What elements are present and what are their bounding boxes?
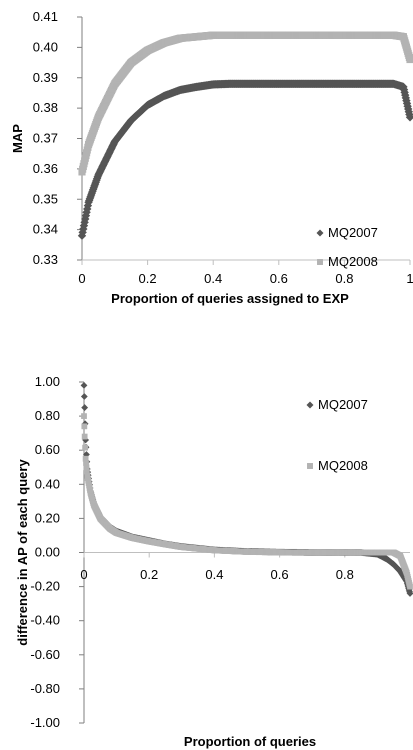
y-tick-label: -0.80: [30, 681, 60, 696]
legend-marker-MQ2008: [307, 463, 313, 469]
x-tick-label: 0.8: [336, 567, 354, 582]
chart-1: [77, 16, 413, 265]
data-point: [406, 590, 413, 597]
y-tick-label: 0.38: [33, 100, 58, 115]
x-tick-label: 0.6: [270, 271, 288, 286]
x-tick-label: 0.8: [335, 271, 353, 286]
data-point: [406, 55, 413, 64]
y-tick-label: 1.00: [35, 374, 60, 389]
x-tick-label: 0.2: [139, 271, 157, 286]
y-axis-title: difference in AP of each query: [15, 459, 30, 646]
series-MQ2007: [77, 79, 413, 240]
data-point: [83, 468, 90, 475]
data-point: [83, 460, 89, 466]
data-point: [80, 393, 88, 400]
series-MQ2008: [78, 31, 413, 176]
legend-marker-MQ2008: [317, 259, 323, 265]
x-tick-label: 0.4: [205, 567, 223, 582]
data-point: [81, 433, 88, 440]
x-axis-title: Proportion of queries: [184, 734, 316, 749]
legend-label: MQ2008: [318, 458, 368, 473]
y-tick-label: -0.60: [30, 647, 60, 662]
data-point: [82, 444, 89, 451]
y-tick-label: 0.39: [33, 70, 58, 85]
data-point: [81, 413, 87, 419]
y-tick-label: 0.80: [35, 408, 60, 423]
series-MQ2008: [81, 413, 413, 590]
data-point: [83, 464, 90, 471]
y-axis-title: MAP: [10, 124, 25, 153]
y-tick-label: 0.40: [35, 476, 60, 491]
legend-label: MQ2008: [328, 254, 378, 269]
data-point: [407, 583, 413, 590]
y-tick-label: 0.34: [33, 222, 58, 237]
data-point: [82, 455, 89, 462]
x-tick-label: 0.2: [140, 567, 158, 582]
chart-2: [79, 381, 413, 724]
x-tick-label: 0.6: [271, 567, 289, 582]
legend-label: MQ2007: [328, 225, 378, 240]
y-tick-label: -0.40: [30, 613, 60, 628]
x-tick-label: 1: [406, 271, 413, 286]
series-MQ2007: [80, 382, 413, 597]
data-point: [81, 404, 89, 411]
data-point: [405, 113, 413, 122]
x-axis-title: Proportion of queries assigned to EXP: [111, 291, 349, 306]
y-tick-label: -1.00: [30, 715, 60, 730]
x-tick-label: 0: [78, 271, 85, 286]
legend-label: MQ2007: [318, 397, 368, 412]
y-tick-label: 0.36: [33, 161, 58, 176]
y-tick-label: -0.20: [30, 579, 60, 594]
y-tick-label: 0.41: [33, 9, 58, 24]
y-tick-label: 0.37: [33, 131, 58, 146]
y-tick-label: 0.35: [33, 191, 58, 206]
x-tick-label: 0.4: [204, 271, 222, 286]
y-tick-label: 0.00: [35, 545, 60, 560]
y-tick-label: 0.33: [33, 252, 58, 267]
y-tick-label: 0.20: [35, 510, 60, 525]
legend-marker-MQ2007: [316, 229, 324, 237]
data-point: [81, 423, 88, 430]
data-point: [80, 382, 88, 389]
legend-marker-MQ2007: [306, 401, 314, 409]
y-tick-label: 0.40: [33, 39, 58, 54]
x-tick-label: 0: [80, 567, 87, 582]
y-tick-label: 0.60: [35, 442, 60, 457]
